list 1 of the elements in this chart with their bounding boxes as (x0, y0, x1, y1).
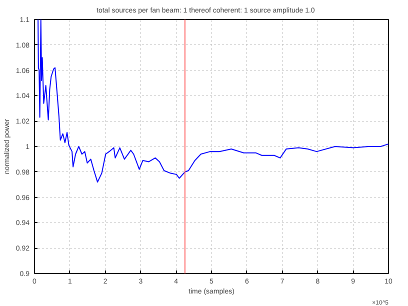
line-series (38, 20, 388, 183)
